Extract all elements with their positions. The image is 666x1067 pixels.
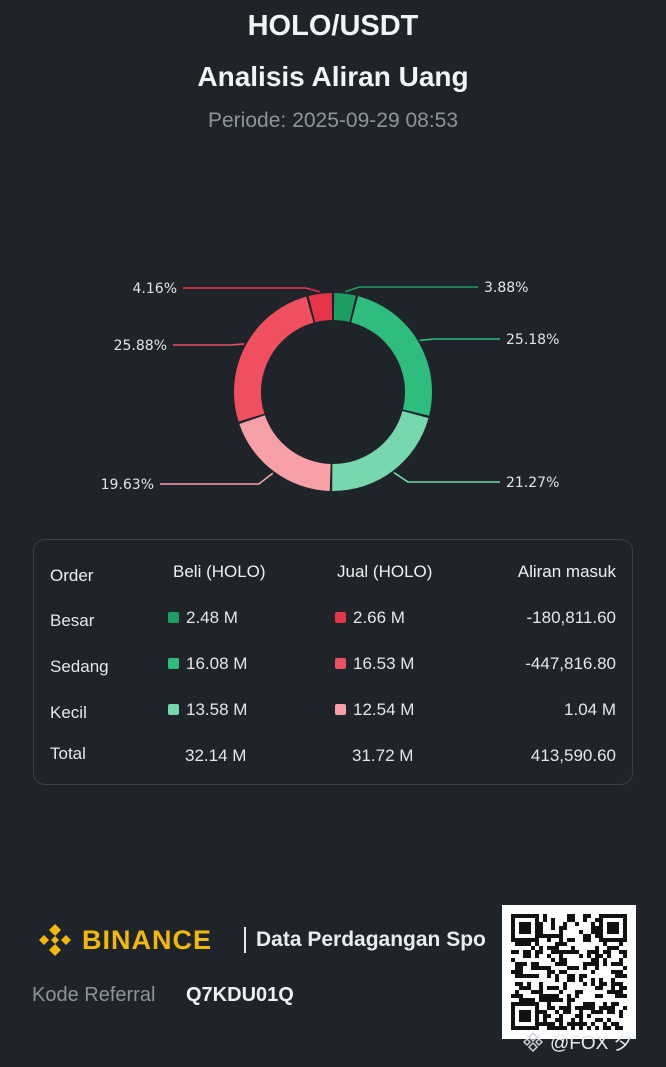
slice-label: 3.88% <box>484 280 528 296</box>
divider <box>244 927 246 953</box>
donut-slice <box>333 293 356 322</box>
slice-label: 25.18% <box>506 332 559 348</box>
leader-line <box>393 471 500 483</box>
row-flow-medium: -447,816.80 <box>525 654 616 673</box>
donut-slice <box>351 296 432 416</box>
sell-value: 16.53 M <box>353 654 415 673</box>
watermark-text: @FOX 夕 <box>550 1033 633 1054</box>
tagline: Data Perdagangan Spo <box>256 928 486 951</box>
row-label-large: Besar <box>50 611 95 630</box>
buy-value: 16.08 M <box>186 654 248 673</box>
row-flow-small: 1.04 M <box>564 700 616 719</box>
donut-slice <box>234 296 314 422</box>
total-label: Total <box>50 744 86 763</box>
qr-code-icon <box>502 905 636 1039</box>
referral-label: Kode Referral <box>32 984 156 1006</box>
header-inflow: Aliran masuk <box>517 562 616 581</box>
donut-slice <box>308 293 333 323</box>
sell-small-swatch <box>335 704 346 715</box>
binance-diamond-icon <box>39 924 71 956</box>
header-order: Order <box>50 566 94 585</box>
buy-value: 13.58 M <box>186 700 248 719</box>
sell-medium-swatch <box>335 658 346 669</box>
leader-line <box>160 472 274 485</box>
row-sell-small: 12.54 M <box>335 700 414 720</box>
referral-code: Q7KDU01Q <box>186 984 294 1006</box>
header-sell: Jual (HOLO) <box>337 562 433 581</box>
slice-label: 25.88% <box>114 338 167 354</box>
sell-value: 2.66 M <box>353 608 405 627</box>
leader-line <box>345 286 478 293</box>
total-flow: 413,590.60 <box>530 746 616 765</box>
row-label-small: Kecil <box>50 703 87 722</box>
sell-value: 12.54 M <box>353 700 415 719</box>
donut-slice <box>332 411 429 491</box>
row-sell-medium: 16.53 M <box>335 654 414 674</box>
brand-name: BINANCE <box>82 924 213 955</box>
leader-line <box>183 287 321 293</box>
page-title: Analisis Aliran Uang <box>197 61 469 92</box>
row-buy-small: 13.58 M <box>168 700 247 720</box>
slice-label: 4.16% <box>133 281 177 297</box>
pair-title: HOLO/USDT <box>247 10 419 42</box>
slice-label: 21.27% <box>506 475 559 491</box>
binance-logo: BINANCE <box>36 920 212 960</box>
slice-label: 19.63% <box>101 477 154 493</box>
order-flow-table: Order Beli (HOLO) Jual (HOLO) Aliran mas… <box>33 539 633 785</box>
buy-large-swatch <box>168 612 179 623</box>
watermark: @FOX 夕 <box>522 1028 633 1055</box>
header-buy: Beli (HOLO) <box>173 562 266 581</box>
binance-square-icon <box>522 1031 544 1052</box>
buy-small-swatch <box>168 704 179 715</box>
row-flow-large: -180,811.60 <box>526 608 616 627</box>
buy-medium-swatch <box>168 658 179 669</box>
period-value: 2025-09-29 08:53 <box>292 109 459 132</box>
row-label-medium: Sedang <box>50 657 109 676</box>
total-sell: 31.72 M <box>352 746 414 765</box>
leader-line <box>173 343 245 346</box>
period: Periode: 2025-09-29 08:53 <box>0 109 666 133</box>
buy-value: 2.48 M <box>186 608 238 627</box>
period-label: Periode: <box>207 109 287 132</box>
row-buy-large: 2.48 M <box>168 608 238 628</box>
donut-chart: 3.88% 25.18% 21.27% 19.63% 25.88% 4.16% <box>101 280 560 493</box>
row-sell-large: 2.66 M <box>335 608 405 628</box>
total-buy: 32.14 M <box>185 746 247 765</box>
row-buy-medium: 16.08 M <box>168 654 247 674</box>
leader-line <box>419 338 500 342</box>
sell-large-swatch <box>335 612 346 623</box>
donut-slice <box>239 415 331 491</box>
